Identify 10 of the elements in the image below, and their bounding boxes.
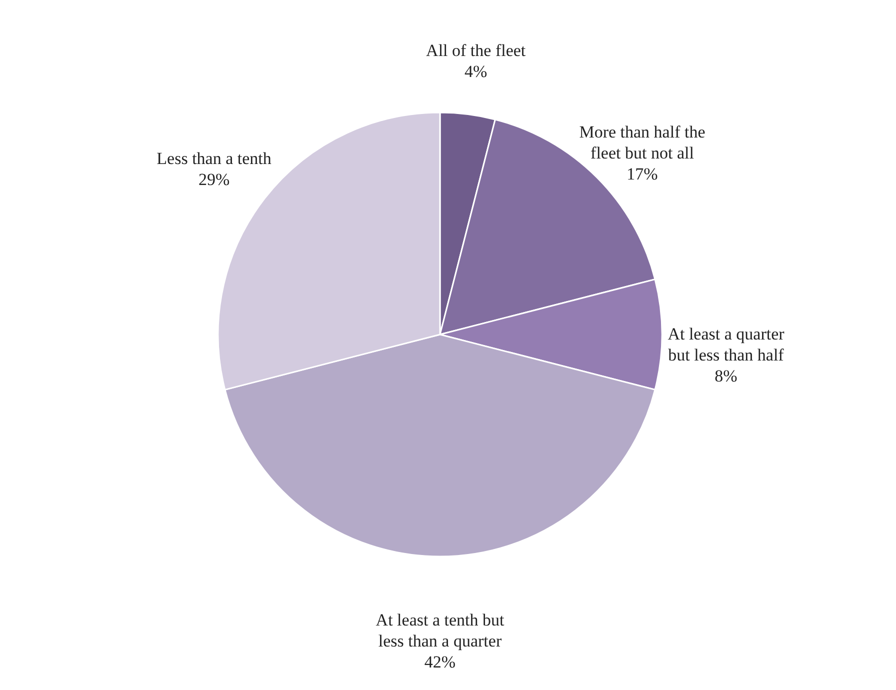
data-label: 8% bbox=[714, 366, 738, 386]
data-label: 17% bbox=[626, 164, 658, 184]
data-label: 4% bbox=[464, 62, 488, 81]
data-label: 42% bbox=[424, 652, 456, 672]
slice-label: Less than a tenth bbox=[156, 149, 272, 168]
data-label: 29% bbox=[198, 170, 230, 190]
slice-label: More than half the fleet but not all bbox=[579, 122, 706, 162]
slice-label: At least a quarter but less than half bbox=[668, 324, 785, 364]
slice-label: At least a tenth but less than a quarter bbox=[376, 610, 504, 650]
slice-label: All of the fleet bbox=[426, 40, 526, 60]
